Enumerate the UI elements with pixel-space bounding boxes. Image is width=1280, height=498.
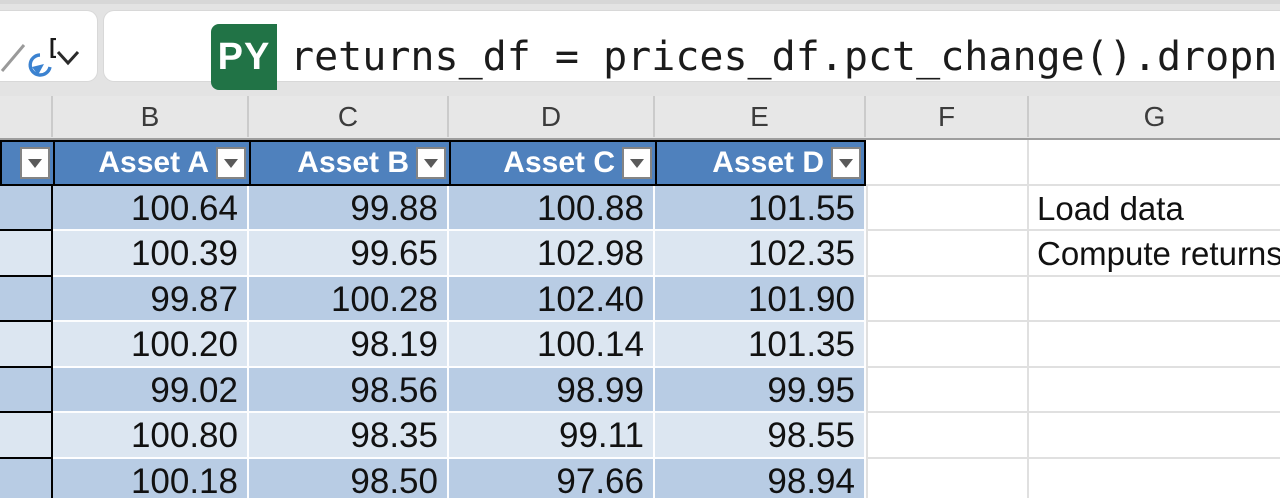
gridline (866, 366, 1280, 368)
table-header-asset-d[interactable]: Asset D (655, 140, 866, 186)
table-cell[interactable]: 98.55 (655, 413, 866, 459)
table-cell[interactable]: 99.88 (249, 186, 449, 231)
filter-dropdown-icon[interactable] (622, 147, 652, 179)
table-row: 100.39 99.65 102.98 102.35 (0, 231, 866, 277)
filter-dropdown-icon[interactable] (216, 147, 246, 179)
top-edge-divider (0, 0, 1280, 4)
table-cell[interactable]: 102.35 (655, 231, 866, 277)
table-row: 100.64 99.88 100.88 101.55 (0, 186, 866, 231)
table-cell[interactable]: 100.28 (249, 277, 449, 322)
chevron-down-icon[interactable] (56, 50, 80, 66)
table-cell[interactable]: 100.39 (53, 231, 249, 277)
table-row: 100.80 98.35 99.11 98.55 (0, 413, 866, 459)
filter-dropdown-icon[interactable] (20, 147, 50, 179)
table-cell[interactable]: 99.95 (655, 368, 866, 413)
table-cell[interactable]: 98.19 (249, 322, 449, 368)
note-cell[interactable]: Compute returns (1037, 235, 1280, 272)
column-header-b[interactable]: B (53, 96, 249, 137)
table-cell[interactable] (0, 186, 53, 231)
table-header-asset-b[interactable]: Asset B (249, 140, 449, 186)
table-cell[interactable]: 102.40 (449, 277, 655, 322)
column-header-a-partial[interactable] (0, 96, 53, 137)
formula-bar[interactable]: PY returns_df = prices_df.pct_change().d… (104, 11, 1280, 90)
cancel-slash-icon[interactable] (0, 43, 26, 73)
table-cell[interactable]: 100.80 (53, 413, 249, 459)
column-header-f[interactable]: F (866, 96, 1029, 137)
python-language-badge: PY (211, 24, 277, 90)
header-label: Asset A (98, 146, 209, 179)
table-cell[interactable]: 100.18 (53, 459, 249, 498)
table-row: 100.18 98.50 97.66 98.94 (0, 459, 866, 498)
worksheet-grid: Asset A Asset B Asset C Asset D 100.64 9… (0, 140, 1280, 498)
table-cell[interactable]: 100.20 (53, 322, 249, 368)
table-row: 99.87 100.28 102.40 101.90 (0, 277, 866, 322)
table-cell[interactable]: 98.50 (249, 459, 449, 498)
table-cell[interactable] (0, 277, 53, 322)
table-cell[interactable] (0, 231, 53, 277)
formula-input[interactable]: returns_df = prices_df.pct_change().drop… (290, 34, 1280, 80)
header-label: Asset D (712, 146, 824, 179)
table-cell[interactable]: 98.56 (249, 368, 449, 413)
table-cell[interactable]: 100.64 (53, 186, 249, 231)
table-cell[interactable]: 102.98 (449, 231, 655, 277)
formula-buttons-box: [ ] (0, 11, 97, 81)
header-label: Asset B (297, 146, 409, 179)
table-row: 99.02 98.56 98.99 99.95 (0, 368, 866, 413)
table-header-cell-a[interactable] (0, 140, 53, 186)
note-cell[interactable]: Load data (1037, 189, 1184, 227)
column-header-d[interactable]: D (449, 96, 655, 137)
table-cell[interactable]: 99.02 (53, 368, 249, 413)
table-cell[interactable] (0, 459, 53, 498)
table-cell[interactable]: 98.99 (449, 368, 655, 413)
column-header-g[interactable]: G (1143, 100, 1166, 132)
gridline (866, 229, 1280, 231)
table-cell[interactable]: 97.66 (449, 459, 655, 498)
table-cell[interactable]: 98.35 (249, 413, 449, 459)
table-cell[interactable] (0, 413, 53, 459)
column-header-e[interactable]: E (655, 96, 866, 137)
formula-bar-strip: [ ] PY returns_df = prices_df.pct_change… (0, 0, 1280, 96)
table-cell[interactable]: 101.90 (655, 277, 866, 322)
table-cell[interactable]: 99.65 (249, 231, 449, 277)
gridline (866, 320, 1280, 322)
table-row: 100.20 98.19 100.14 101.35 (0, 322, 866, 368)
table-cell[interactable]: 99.87 (53, 277, 249, 322)
gridline (866, 411, 1280, 413)
column-letter-row: B C D E F G (0, 96, 1280, 140)
table-cell[interactable]: 101.55 (655, 186, 866, 231)
header-label: Asset C (503, 146, 615, 179)
filter-dropdown-icon[interactable] (831, 147, 861, 179)
table-cell[interactable]: 101.35 (655, 322, 866, 368)
table-cell[interactable]: 99.11 (449, 413, 655, 459)
table-cell[interactable]: 100.14 (449, 322, 655, 368)
table-header-asset-c[interactable]: Asset C (449, 140, 655, 186)
table-header-row: Asset A Asset B Asset C Asset D (0, 140, 866, 186)
table-header-asset-a[interactable]: Asset A (53, 140, 249, 186)
gridline (1027, 140, 1029, 498)
gridline (866, 184, 1280, 186)
gridline (866, 457, 1280, 459)
filter-dropdown-icon[interactable] (416, 147, 446, 179)
column-header-c[interactable]: C (249, 96, 449, 137)
table-cell[interactable] (0, 368, 53, 413)
table-cell[interactable] (0, 322, 53, 368)
table-cell[interactable]: 98.94 (655, 459, 866, 498)
gridline (866, 275, 1280, 277)
gridline (866, 186, 868, 498)
table-cell[interactable]: 100.88 (449, 186, 655, 231)
